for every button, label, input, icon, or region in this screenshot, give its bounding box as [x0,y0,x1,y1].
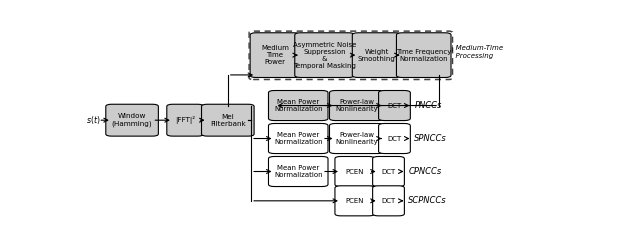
FancyBboxPatch shape [372,186,404,216]
Text: PCEN: PCEN [346,198,364,204]
Text: Power-law
Nonlinearity: Power-law Nonlinearity [335,99,378,112]
Text: PCEN: PCEN [346,169,364,174]
FancyBboxPatch shape [335,156,374,187]
FancyBboxPatch shape [295,33,355,78]
Text: Power-law
Nonlinearity: Power-law Nonlinearity [335,132,378,145]
FancyBboxPatch shape [352,33,401,78]
FancyBboxPatch shape [167,104,204,136]
Text: $s(t)$: $s(t)$ [86,114,100,126]
Text: SPNCCs: SPNCCs [414,134,447,143]
Text: Mean Power
Normalization: Mean Power Normalization [274,132,323,145]
Text: Window
(Hamming): Window (Hamming) [112,114,152,127]
FancyBboxPatch shape [335,186,374,216]
Text: DCT: DCT [381,198,396,204]
Text: Asymmetric Noise
Suppression
&
Temporal Masking: Asymmetric Noise Suppression & Temporal … [293,42,356,69]
FancyBboxPatch shape [269,124,328,154]
Text: Mean Power
Normalization: Mean Power Normalization [274,165,323,178]
Text: DCT: DCT [381,169,396,174]
Text: Mel
Filterbank: Mel Filterbank [210,114,246,127]
Text: Weight
Smoothing: Weight Smoothing [358,49,396,62]
FancyBboxPatch shape [330,90,384,121]
FancyBboxPatch shape [106,104,158,136]
Text: Time Frequency
Normalization: Time Frequency Normalization [396,49,451,62]
Text: Medium
Time
Power: Medium Time Power [261,45,289,65]
FancyBboxPatch shape [372,156,404,187]
Text: PNCCs: PNCCs [414,101,442,110]
FancyBboxPatch shape [250,33,300,78]
Text: |FFT|²: |FFT|² [175,116,195,124]
Text: Mean Power
Normalization: Mean Power Normalization [274,99,323,112]
FancyBboxPatch shape [379,90,410,121]
FancyBboxPatch shape [269,156,328,187]
FancyBboxPatch shape [202,104,254,136]
FancyBboxPatch shape [330,124,384,154]
Text: SCPNCCs: SCPNCCs [408,196,447,205]
Text: | Medium-Time
  Processing: | Medium-Time Processing [451,45,503,60]
FancyBboxPatch shape [269,90,328,121]
FancyBboxPatch shape [379,124,410,154]
Text: DCT: DCT [387,103,401,109]
FancyBboxPatch shape [396,33,451,78]
Text: DCT: DCT [387,135,401,142]
Text: CPNCCs: CPNCCs [408,167,442,176]
